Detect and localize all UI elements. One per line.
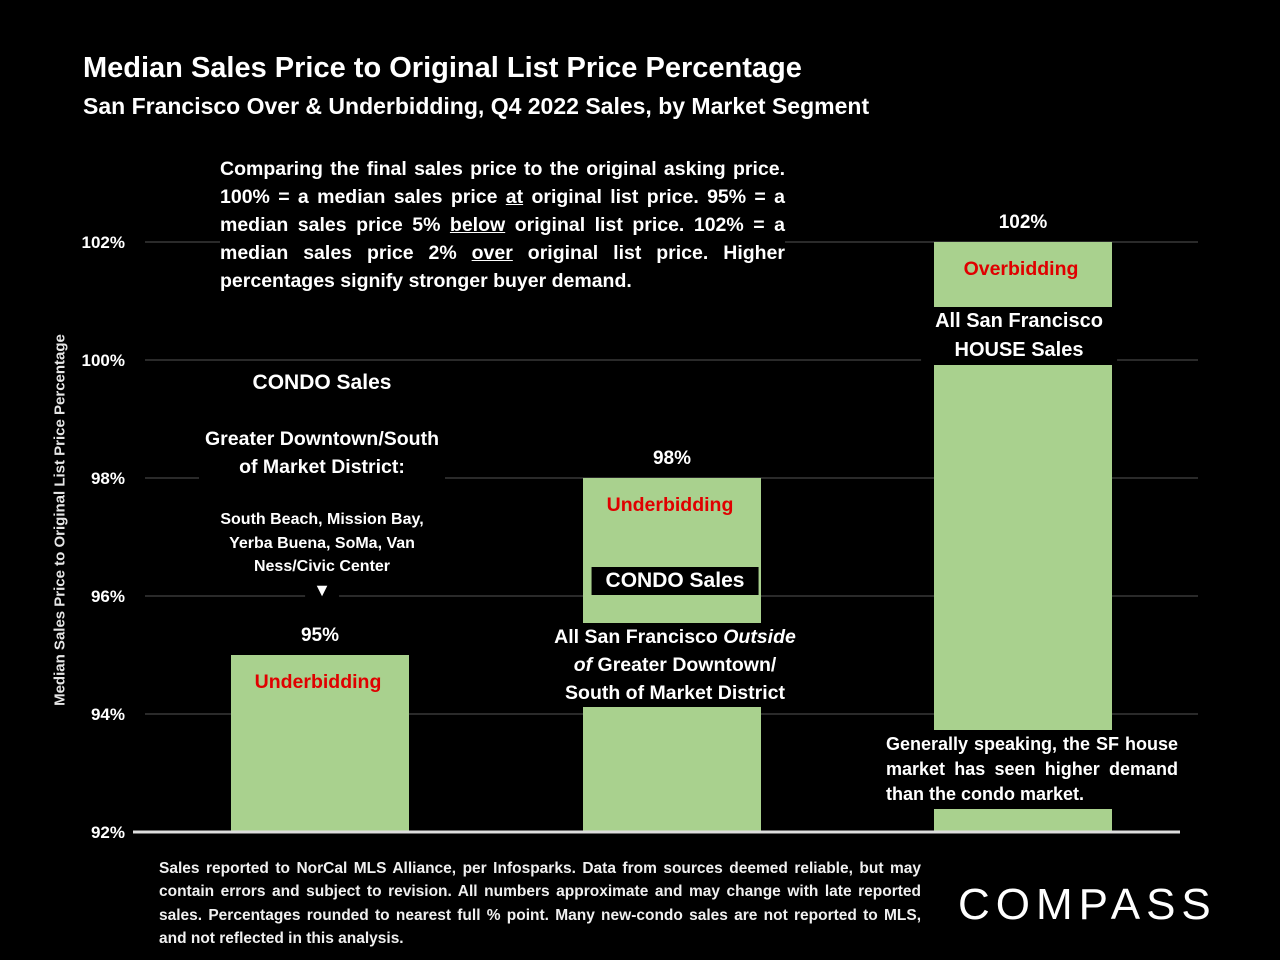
y-tick-label: 102% (82, 233, 125, 252)
condo1-area-line2: of Market District: (239, 456, 405, 478)
down-arrow-icon: ▼ (305, 580, 339, 601)
condo1-area: Greater Downtown/South of Market Distric… (199, 425, 445, 481)
condo2-line1: All San Francisco Outside (554, 626, 796, 648)
chart-subtitle: San Francisco Over & Underbidding, Q4 20… (83, 93, 870, 119)
footer-disclaimer: Sales reported to NorCal MLS Alliance, p… (159, 860, 921, 947)
intro-explanation: Comparing the final sales price to the o… (220, 155, 785, 295)
compass-logo: COMPASS (958, 880, 1217, 929)
data-label: 102% (999, 212, 1048, 233)
data-label: 98% (653, 448, 691, 469)
house-heading: All San Francisco HOUSE Sales (921, 307, 1117, 365)
condo1-neigh-line2: Yerba Buena, SoMa, Van (229, 534, 415, 552)
data-label: 95% (301, 625, 339, 646)
bar (231, 655, 409, 832)
y-tick-label: 94% (91, 705, 125, 724)
y-tick-label: 100% (82, 351, 125, 370)
bar-status-label: Underbidding (255, 671, 382, 693)
house-note: Generally speaking, the SF house market … (886, 730, 1178, 809)
house-line1: All San Francisco (935, 310, 1103, 332)
house-line2: HOUSE Sales (954, 339, 1084, 361)
condo2-line2: of Greater Downtown/ (573, 654, 777, 676)
condo1-neighborhoods: South Beach, Mission Bay, Yerba Buena, S… (214, 508, 430, 579)
condo2-area: All San Francisco Outside of Greater Dow… (546, 623, 804, 707)
chart-title: Median Sales Price to Original List Pric… (83, 52, 802, 84)
condo1-area-line1: Greater Downtown/South (205, 428, 439, 450)
condo2-line3: South of Market District (565, 682, 785, 704)
condo1-heading: CONDO Sales (238, 369, 406, 397)
condo2-heading: CONDO Sales (591, 567, 759, 595)
condo1-neigh-line1: South Beach, Mission Bay, (220, 511, 424, 528)
condo1-neigh-line3: Ness/Civic Center (253, 558, 391, 575)
y-tick-label: 98% (91, 469, 125, 488)
bar-status-label: Underbidding (607, 494, 734, 516)
bar-status-label: Overbidding (964, 258, 1079, 280)
y-tick-label: 92% (91, 823, 125, 842)
y-tick-label: 96% (91, 587, 125, 606)
